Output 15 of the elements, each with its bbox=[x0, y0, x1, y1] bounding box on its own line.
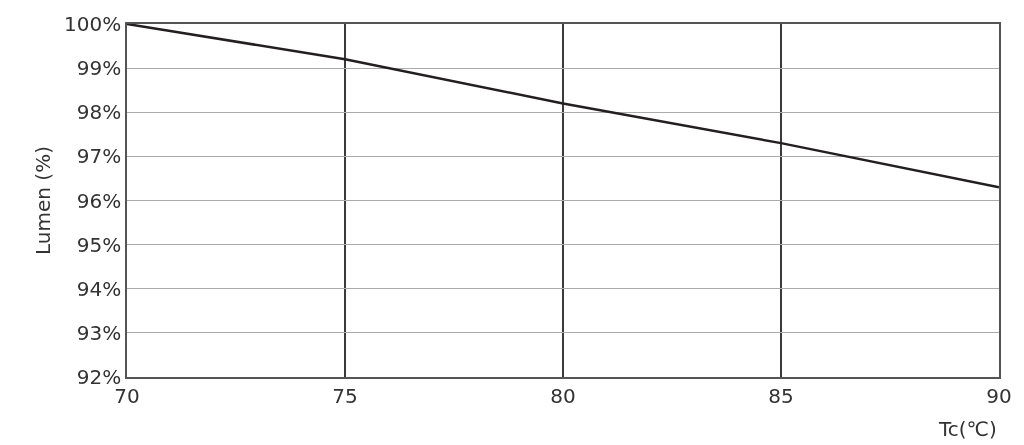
y-tick-label: 95% bbox=[76, 232, 122, 257]
x-tick-label: 85 bbox=[768, 383, 794, 408]
y-axis-title: Lumen (%) bbox=[31, 146, 56, 255]
y-tick-label: 97% bbox=[76, 144, 122, 169]
y-tick-label: 99% bbox=[76, 56, 122, 81]
x-axis-title: Tc(℃) bbox=[938, 417, 997, 441]
line-series bbox=[127, 24, 999, 189]
x-tick-label: 80 bbox=[550, 383, 576, 408]
y-tick-label: 94% bbox=[76, 276, 122, 301]
y-tick-label: 98% bbox=[76, 100, 122, 125]
y-tick-label: 100% bbox=[64, 12, 122, 36]
y-tick-label: 93% bbox=[76, 320, 122, 345]
x-tick-label: 75 bbox=[332, 383, 358, 408]
x-tick-label: 90 bbox=[986, 383, 1012, 408]
y-tick-label: 96% bbox=[76, 188, 122, 213]
